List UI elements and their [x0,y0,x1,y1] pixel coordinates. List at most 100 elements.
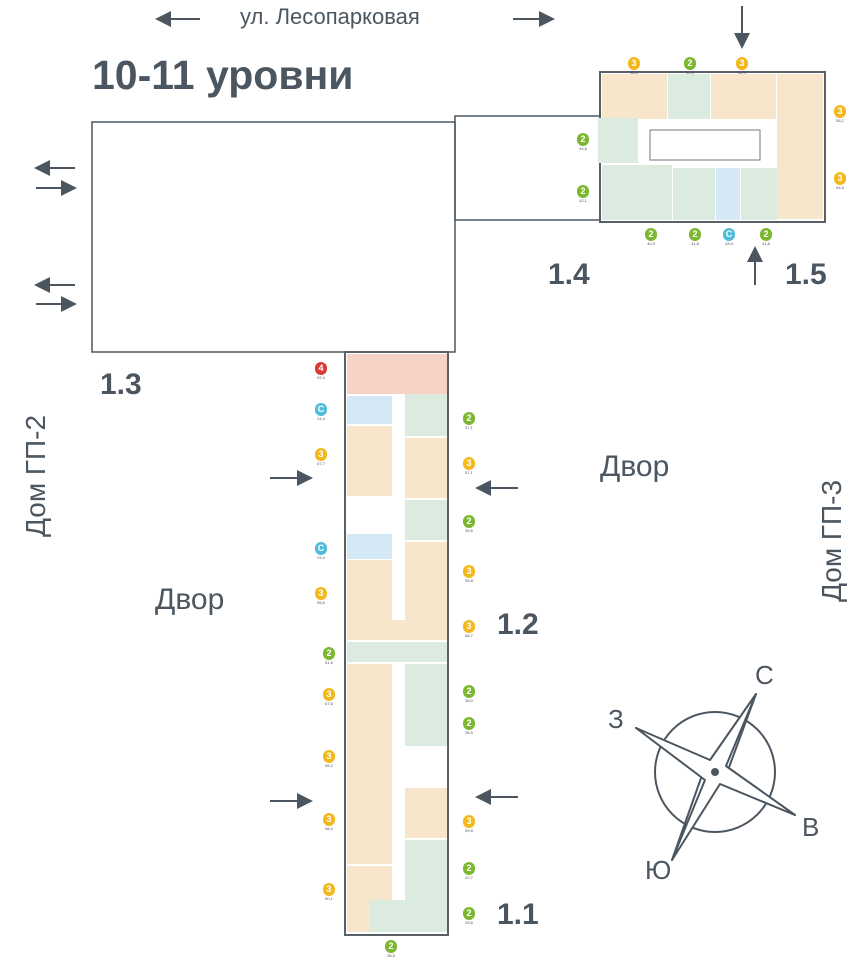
arrow-icons [34,6,763,809]
compass-north: С [755,660,774,690]
apartment-badge[interactable]: 3 50,1 [322,883,336,901]
apartment-badge[interactable]: 4 92,4 [314,362,328,380]
apartment-badge[interactable]: 2 41,8 [759,228,773,246]
apartment-area: 58,2 [836,118,844,123]
apartment-badge[interactable]: 3 64,9 [735,57,749,75]
room-count: 2 [577,185,589,198]
section-1-4-outline [454,115,601,221]
apartment-badge[interactable]: 3 57,7 [314,448,328,466]
apartment-badge[interactable]: 2 41,8 [688,228,702,246]
section-1-5-plan [598,71,826,223]
room-count: 3 [834,105,846,118]
apartment-area: 64,6 [836,185,844,190]
room-count: 2 [645,228,657,241]
room-count: 2 [463,412,475,425]
room-count: 2 [684,57,696,70]
apartment-badge[interactable]: 3 57,1 [462,457,476,475]
street-label: ул. Лесопарковая [240,4,420,29]
room-count: 3 [834,172,846,185]
apartment-badge[interactable]: 2 42,7 [462,862,476,880]
apartment-badge[interactable]: 2 51,6 [322,647,336,665]
apartment-area: 37,1 [465,425,473,430]
section-1-1-1-2-plan [344,351,449,936]
apartment-badge[interactable]: 3 64,6 [833,172,847,190]
room-count: 3 [463,620,475,633]
apartment-area: 55,2 [325,763,333,768]
section-label-1-1: 1.1 [497,898,539,931]
room-count: 3 [463,457,475,470]
yard-label: Двор [600,450,670,483]
apartment-badge[interactable]: 2 38,5 [384,940,398,958]
apartment-area: 41,8 [691,241,699,246]
apartment-badge[interactable]: 3 58,6 [627,57,641,75]
apartment-area: 58,6 [630,70,638,75]
apartment-badge[interactable]: 2 38,5 [462,717,476,735]
apartment-badge[interactable]: С 23,4 [314,542,328,560]
apartment-area: 55,6 [317,600,325,605]
section-label-1-3: 1.3 [100,368,142,401]
apartment-badge[interactable]: 2 37,1 [462,412,476,430]
compass-south: Ю [645,855,672,885]
section-label-1-4: 1.4 [548,258,590,291]
room-count: 3 [628,57,640,70]
apartment-area: 40,9 [647,241,655,246]
apartment-area: 39,6 [465,528,473,533]
apartment-area: 38,0 [465,698,473,703]
room-count: 2 [323,647,335,660]
apartment-badge[interactable]: 2 44,6 [683,57,697,75]
neighbor-house-label: Дом ГП-3 [816,479,848,603]
room-count: 2 [463,717,475,730]
section-1-3-outline [91,121,456,353]
room-count: 4 [315,362,327,375]
apartment-area: 59,8 [465,828,473,833]
apartment-badge[interactable]: 3 58,4 [322,813,336,831]
room-count: 3 [315,587,327,600]
apartment-badge[interactable]: С 28,4 [722,228,736,246]
compass-east: В [802,812,820,842]
room-count: 2 [385,940,397,953]
apartment-area: 57,7 [317,461,325,466]
apartment-area: 42,7 [465,875,473,880]
apartment-area: 38,5 [465,730,473,735]
yard-label: Двор [155,583,225,616]
room-count: 3 [736,57,748,70]
apartment-badge[interactable]: 2 42,1 [576,185,590,203]
apartment-area: 41,8 [762,241,770,246]
apartment-badge[interactable]: 3 67,6 [322,688,336,706]
apartment-badge[interactable]: 3 55,2 [322,750,336,768]
apartment-area: 44,6 [579,146,587,151]
apartment-area: 44,6 [686,70,694,75]
room-count: 3 [463,815,475,828]
room-count: 3 [323,750,335,763]
room-count: С [723,228,735,241]
apartment-area: 64,9 [738,70,746,75]
section-label-1-2: 1.2 [497,608,539,641]
apartment-badge[interactable]: 3 68,7 [462,620,476,638]
apartment-area: 42,1 [579,198,587,203]
room-count: С [315,542,327,555]
apartment-badge[interactable]: 2 40,9 [644,228,658,246]
apartment-badge[interactable]: 3 59,8 [462,815,476,833]
apartment-area: 58,4 [325,826,333,831]
apartment-badge[interactable]: 3 55,6 [314,587,328,605]
apartment-badge[interactable]: 2 38,0 [462,685,476,703]
room-count: 3 [323,813,335,826]
neighbor-house-label: Дом ГП-2 [20,414,52,538]
apartment-area: 24,4 [317,416,325,421]
apartment-badge[interactable]: 3 55,8 [462,565,476,583]
page-title: 10-11 уровни [92,52,354,98]
apartment-badge[interactable]: 3 58,2 [833,105,847,123]
apartment-area: 23,4 [317,555,325,560]
apartment-badge[interactable]: 2 33,8 [462,907,476,925]
apartment-badge[interactable]: С 24,4 [314,403,328,421]
apartment-area: 57,1 [465,470,473,475]
apartment-area: 33,8 [465,920,473,925]
apartment-badge[interactable]: 2 39,6 [462,515,476,533]
apartment-badge[interactable]: 2 44,6 [576,133,590,151]
compass-west: З [608,704,624,734]
apartment-area: 51,6 [325,660,333,665]
section-label-1-5: 1.5 [785,258,827,291]
room-count: 2 [463,862,475,875]
room-count: 3 [315,448,327,461]
